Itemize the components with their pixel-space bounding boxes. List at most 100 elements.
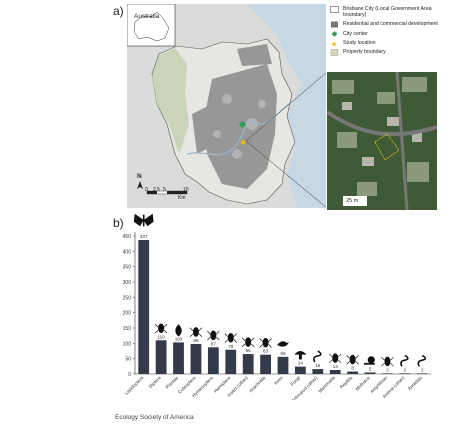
y-tick-label: 300 xyxy=(123,280,132,286)
x-tick-label: Plantae xyxy=(165,375,180,390)
yellow-star-icon: ★ xyxy=(331,40,337,47)
panel-label-a: a) xyxy=(113,4,124,18)
svg-text:★: ★ xyxy=(331,40,337,47)
bar-aves xyxy=(277,356,289,374)
footer-credit: Ecology Society of America xyxy=(115,414,194,421)
x-tick-label: Fungi xyxy=(289,375,301,387)
bar-fungi xyxy=(295,366,306,374)
legend-item-city-center: City center xyxy=(330,31,448,37)
aerial-inset xyxy=(327,72,437,210)
x-tick-label: Reptilia xyxy=(339,375,354,390)
x-tick-label: Lepidoptera xyxy=(124,375,145,396)
x-tick-label: Arachnida xyxy=(248,375,266,393)
bird-icon xyxy=(277,341,289,347)
bar-value-label: 2 xyxy=(386,367,389,372)
mantis-icon xyxy=(241,337,255,348)
locator-label: Australia xyxy=(134,13,160,20)
y-tick-label: 350 xyxy=(123,265,132,271)
x-tick-label: Aves xyxy=(273,375,284,386)
bug-icon xyxy=(224,332,238,343)
bar-value-label: 24 xyxy=(298,361,304,366)
bar-value-label: 2 xyxy=(421,367,424,372)
scale-unit: Km xyxy=(178,195,186,201)
y-tick-label: 50 xyxy=(125,357,131,363)
x-tick-label: Annelida xyxy=(407,375,423,391)
fly-icon xyxy=(154,323,168,334)
study-location-marker: ★ xyxy=(239,137,247,147)
y-tick-label: 100 xyxy=(123,341,132,347)
lizard-icon xyxy=(346,354,359,365)
hatched-square-icon xyxy=(330,49,339,56)
mushroom-icon xyxy=(294,351,307,360)
scale-tick-0: 0 xyxy=(145,187,148,193)
boundary-swatch-icon xyxy=(330,6,339,13)
bar-hemiptera xyxy=(225,349,237,374)
bar-value-label: 437 xyxy=(140,234,148,239)
y-tick-label: 150 xyxy=(123,326,132,332)
bar-value-label: 2 xyxy=(404,367,407,372)
bar-value-label: 110 xyxy=(157,334,165,339)
scale-tick-2: 5 xyxy=(163,187,166,193)
bar-amphibian xyxy=(382,373,393,374)
beetle-icon xyxy=(189,327,203,337)
north-label: N xyxy=(137,173,142,180)
leaf-icon xyxy=(175,324,182,337)
moth-icon xyxy=(133,214,154,227)
scale-bar xyxy=(146,190,188,195)
bar-plantae xyxy=(173,342,184,374)
legend-item-development: Residential and commercial development xyxy=(330,21,448,28)
bar-annelida xyxy=(416,373,428,374)
bar-coleoptera xyxy=(190,343,202,374)
bar-lepidoptera xyxy=(138,239,150,374)
bar-value-label: 13 xyxy=(333,364,339,369)
y-tick-label: 200 xyxy=(123,311,132,317)
bar-value-label: 87 xyxy=(211,341,217,346)
bar-value-label: 63 xyxy=(263,349,269,354)
x-tick-label: Diptera xyxy=(148,375,162,389)
city-center-marker xyxy=(238,120,247,129)
bar-reptilia xyxy=(347,371,359,374)
inset-scale-label: 25 m xyxy=(346,198,359,204)
y-tick-label: 400 xyxy=(123,249,132,255)
bar-arthropod-other- xyxy=(312,369,324,374)
y-tick-label: 450 xyxy=(123,234,132,240)
bar-value-label: 56 xyxy=(280,351,286,356)
bar-mollusca xyxy=(364,372,376,374)
bar-value-label: 98 xyxy=(193,338,199,343)
y-tick-label: 0 xyxy=(128,372,131,378)
snake-icon xyxy=(400,354,409,367)
bar-mammalia xyxy=(329,370,341,374)
spider-icon xyxy=(259,337,272,348)
bar-value-label: 8 xyxy=(351,366,354,371)
panel-label-b: b) xyxy=(113,216,124,230)
scale-tick-1: 2.5 xyxy=(153,187,160,193)
x-tick-label: Mammalia xyxy=(317,375,336,394)
north-arrow-icon xyxy=(137,181,143,189)
legend-item-study-location: ★ Study location xyxy=(331,39,376,47)
bar-insect-other- xyxy=(242,354,254,374)
possum-icon xyxy=(328,353,342,364)
worm-icon xyxy=(417,354,427,367)
bar-value-label: 16 xyxy=(315,363,321,368)
bar-hymenoptera xyxy=(207,347,219,374)
brisbane-map: ★ xyxy=(127,4,326,208)
bar-value-label: 5 xyxy=(369,366,372,371)
x-tick-label: Mollusca xyxy=(354,375,371,392)
scale-tick-3: 10 xyxy=(183,187,189,193)
bar-diptera xyxy=(155,340,167,374)
legend-item-boundary: Brisbane City (Local Government Area bou… xyxy=(330,6,448,18)
map-legend: Brisbane City (Local Government Area bou… xyxy=(330,6,448,58)
wasp-icon xyxy=(207,330,220,341)
bar-arachnida xyxy=(260,354,271,374)
bar-value-label: 103 xyxy=(175,336,183,341)
bar-value-label: 79 xyxy=(228,344,234,349)
grey-square-icon xyxy=(331,21,338,28)
green-diamond-icon xyxy=(331,30,338,37)
legend-item-property: Property boundary xyxy=(330,49,448,56)
frog-icon xyxy=(381,356,394,367)
y-tick-label: 250 xyxy=(123,295,132,301)
snail-icon xyxy=(364,356,375,365)
bar-value-label: 65 xyxy=(246,348,252,353)
centipede-icon xyxy=(313,350,322,363)
bar-animal-other- xyxy=(399,373,411,374)
